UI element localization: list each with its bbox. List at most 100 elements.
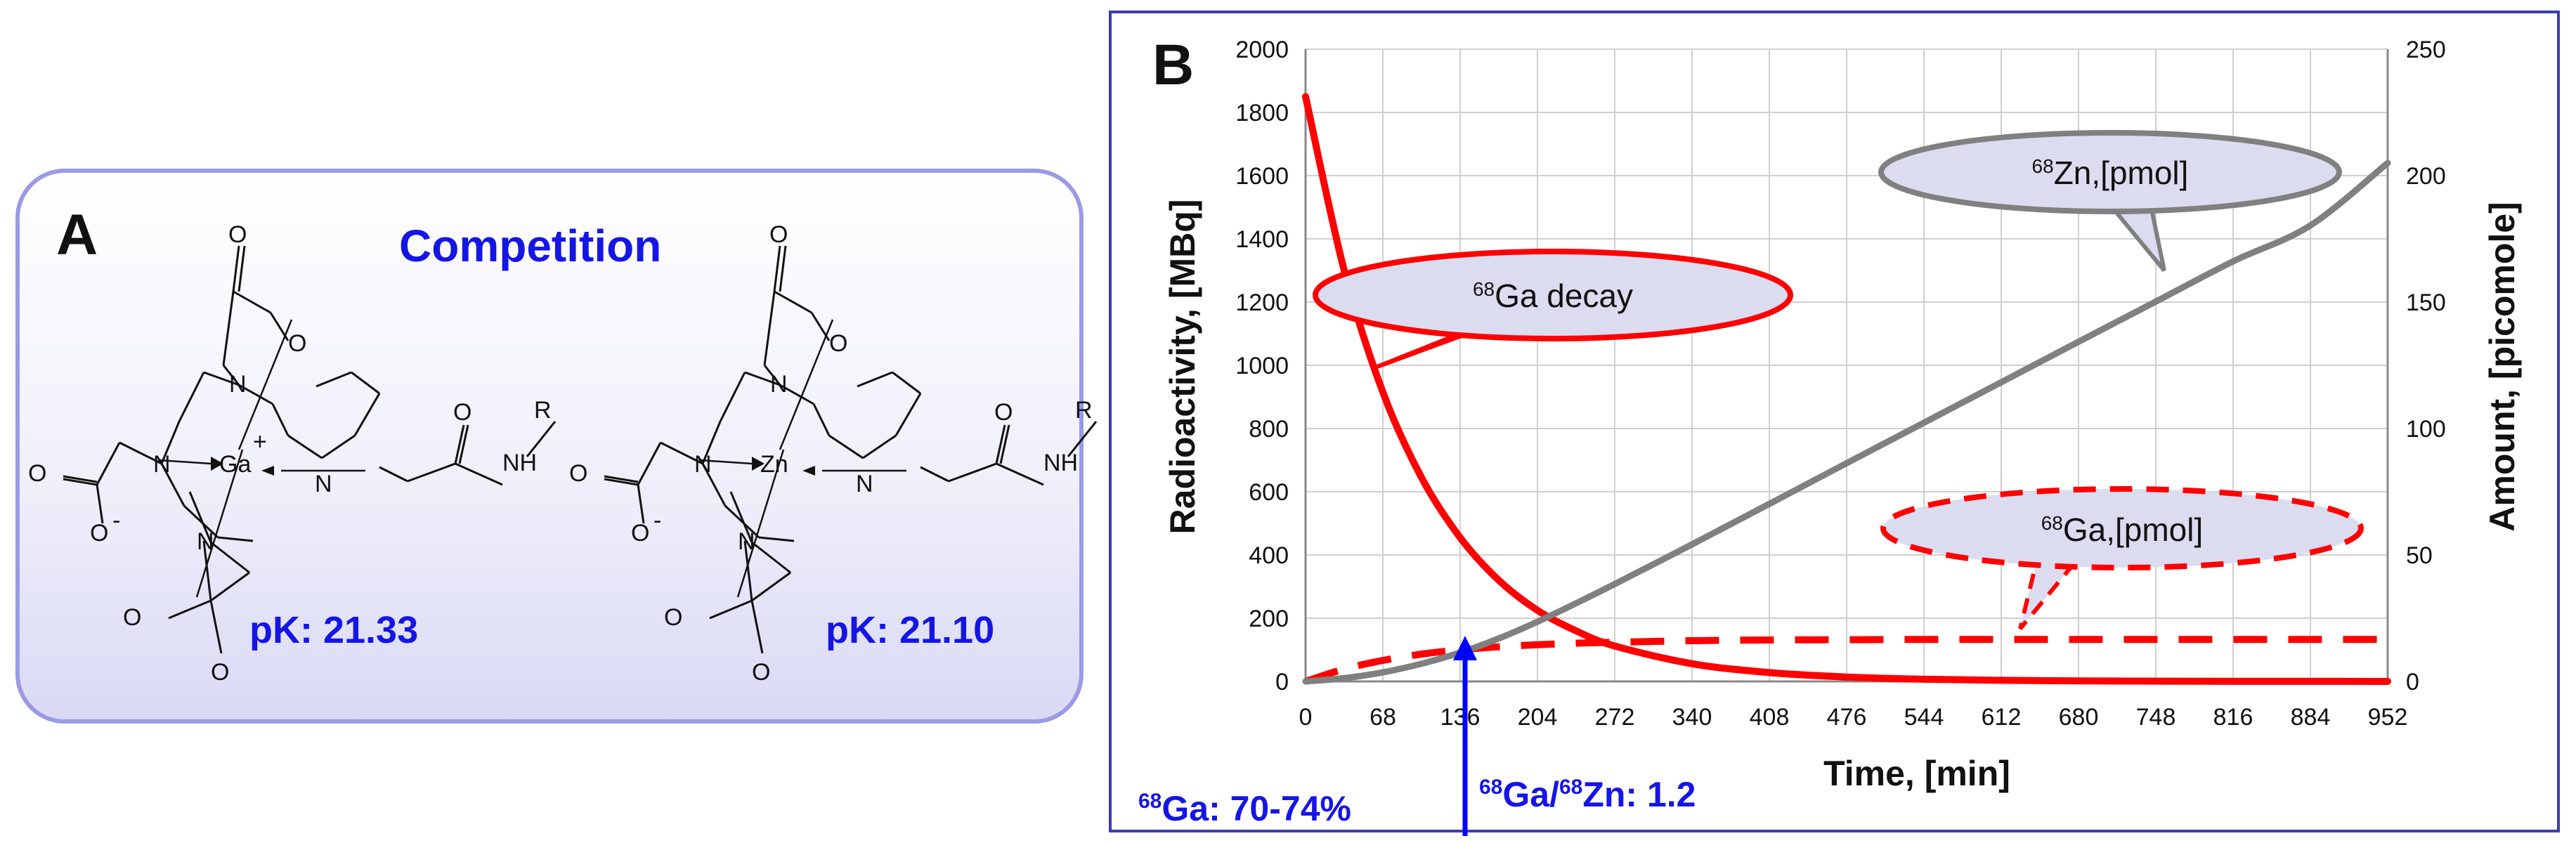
svg-text:O: O [829, 330, 847, 357]
chart-ticks: 0 68 136 204 272 340 408 476 544 612 680 748 816 884 9… [1235, 37, 2445, 731]
svg-text:O: O [288, 330, 306, 357]
x-tick-label: 476 [1827, 704, 1867, 731]
x-tick-label: 952 [2368, 704, 2408, 731]
svg-text:O: O [569, 460, 587, 487]
svg-text:O: O [664, 604, 682, 631]
series-line-1 [1304, 636, 2388, 685]
y-tick-label: 400 [1249, 542, 1289, 569]
x-tick-label: 340 [1672, 704, 1712, 731]
svg-text:Zn: Zn [760, 451, 788, 478]
y-tick-label: 2000 [1235, 37, 1289, 63]
x-tick-label: 204 [1518, 704, 1558, 731]
chart-series [1302, 93, 2391, 685]
svg-text:+: + [253, 429, 267, 455]
svg-text:O: O [211, 659, 229, 686]
x-tick-label: 884 [2291, 704, 2331, 731]
y2-tick-label: 100 [2406, 416, 2446, 443]
y2-tick-label: 200 [2406, 163, 2446, 190]
x-tick-label: 68 [1370, 704, 1396, 731]
annotation-arrow-head-icon [1453, 636, 1477, 660]
panel-b [1109, 11, 2560, 832]
x-tick-label: 408 [1750, 704, 1790, 731]
svg-text:N: N [315, 471, 332, 497]
svg-text:O: O [752, 659, 770, 686]
ga-pk-value: pK: 21.33 [249, 609, 418, 651]
svg-text:O: O [228, 221, 247, 248]
svg-text:NH: NH [1043, 450, 1078, 476]
svg-text:-: - [112, 507, 120, 534]
svg-text:N: N [694, 451, 712, 478]
panel-b-letter: B [1152, 33, 1194, 97]
x-tick-label: 0 [1299, 704, 1313, 731]
arrow-head-icon [261, 466, 274, 476]
callout-zn-pmol-sup: 68 [2032, 155, 2054, 177]
y-tick-label: 0 [1275, 669, 1289, 695]
y-tick-label: 600 [1249, 479, 1289, 506]
callout-ga-pmol: 68Ga,[pmol] [1880, 486, 2364, 630]
x-axis-label: Time, [min] [1823, 754, 2010, 793]
svg-text:R: R [534, 397, 552, 424]
svg-text:-: - [653, 507, 661, 534]
series-line-2 [1302, 159, 2391, 685]
arrow-head-icon [752, 457, 765, 471]
svg-text:O: O [994, 399, 1013, 426]
svg-text:N: N [770, 371, 788, 398]
y2-tick-label: 50 [2406, 542, 2433, 569]
arrow-head-icon [802, 466, 815, 476]
svg-text:Ga: Ga [219, 451, 251, 478]
x-tick-label: 680 [2059, 704, 2099, 731]
zn-pk-value: pK: 21.10 [826, 609, 994, 651]
y-tick-label: 800 [1249, 416, 1289, 443]
series-line-0 [1302, 93, 2391, 685]
callout-ga-pmol-text: Ga,[pmol] [2063, 511, 2203, 548]
arrow-head-icon [211, 457, 223, 471]
y-tick-label: 1000 [1235, 353, 1289, 379]
annotation-ga-zn-ratio: 68Ga/68Zn: 1.2 [1479, 775, 1696, 814]
svg-text:O: O [90, 520, 108, 547]
x-tick-label: 748 [2136, 704, 2176, 731]
panel-a-structures: A Competition [28, 203, 1098, 686]
callout-ga-decay-sup: 68 [1473, 278, 1495, 300]
callout-ga-pmol-sup: 68 [2041, 512, 2063, 534]
y2-axis-label: Amount, [picomole] [2483, 202, 2522, 531]
y2-tick-label: 250 [2406, 37, 2446, 63]
panel-a-title: Competition [399, 221, 661, 271]
x-tick-label: 272 [1595, 704, 1635, 731]
svg-text:N: N [856, 471, 873, 497]
y-tick-label: 200 [1249, 606, 1289, 632]
svg-text:68Zn,[pmol]: 68Zn,[pmol] [2032, 155, 2189, 191]
svg-text:68Ga decay: 68Ga decay [1473, 277, 1633, 314]
y2-tick-label: 150 [2406, 289, 2446, 316]
svg-text:O: O [769, 221, 788, 248]
svg-text:N: N [197, 528, 214, 555]
x-tick-label: 136 [1440, 704, 1481, 731]
callout-ga-decay: 68Ga decay [1313, 249, 1793, 369]
svg-text:O: O [28, 460, 46, 487]
svg-text:R: R [1075, 397, 1093, 424]
svg-text:NH: NH [502, 450, 537, 476]
svg-text:O: O [453, 399, 471, 426]
svg-text:68Ga,[pmol]: 68Ga,[pmol] [2041, 511, 2204, 548]
y-axis-label: Radioactivity, [MBq] [1163, 200, 1202, 535]
y-tick-label: 1800 [1235, 100, 1289, 126]
y-tick-label: 1400 [1235, 226, 1289, 253]
ga-complex-structure [63, 245, 557, 654]
y-tick-label: 1200 [1235, 289, 1289, 316]
y-tick-label: 1600 [1235, 163, 1289, 190]
panel-a [15, 169, 1084, 724]
x-tick-label: 816 [2213, 704, 2253, 731]
svg-text:O: O [123, 604, 141, 631]
x-tick-label: 612 [1982, 704, 2022, 731]
svg-text:O: O [631, 520, 649, 547]
svg-text:N: N [153, 451, 171, 478]
svg-text:N: N [738, 528, 755, 555]
callout-zn-pmol-text: Zn,[pmol] [2054, 155, 2189, 191]
svg-text:N: N [229, 371, 247, 398]
x-tick-label: 544 [1904, 704, 1944, 731]
annotation-ga-yield: 68Ga: 70-74% [1138, 789, 1351, 828]
zn-complex-structure [604, 245, 1098, 654]
callout-zn-pmol: 68Zn,[pmol] [1878, 130, 2342, 272]
panel-a-letter: A [56, 203, 98, 267]
callout-ga-decay-text: Ga decay [1495, 277, 1633, 314]
